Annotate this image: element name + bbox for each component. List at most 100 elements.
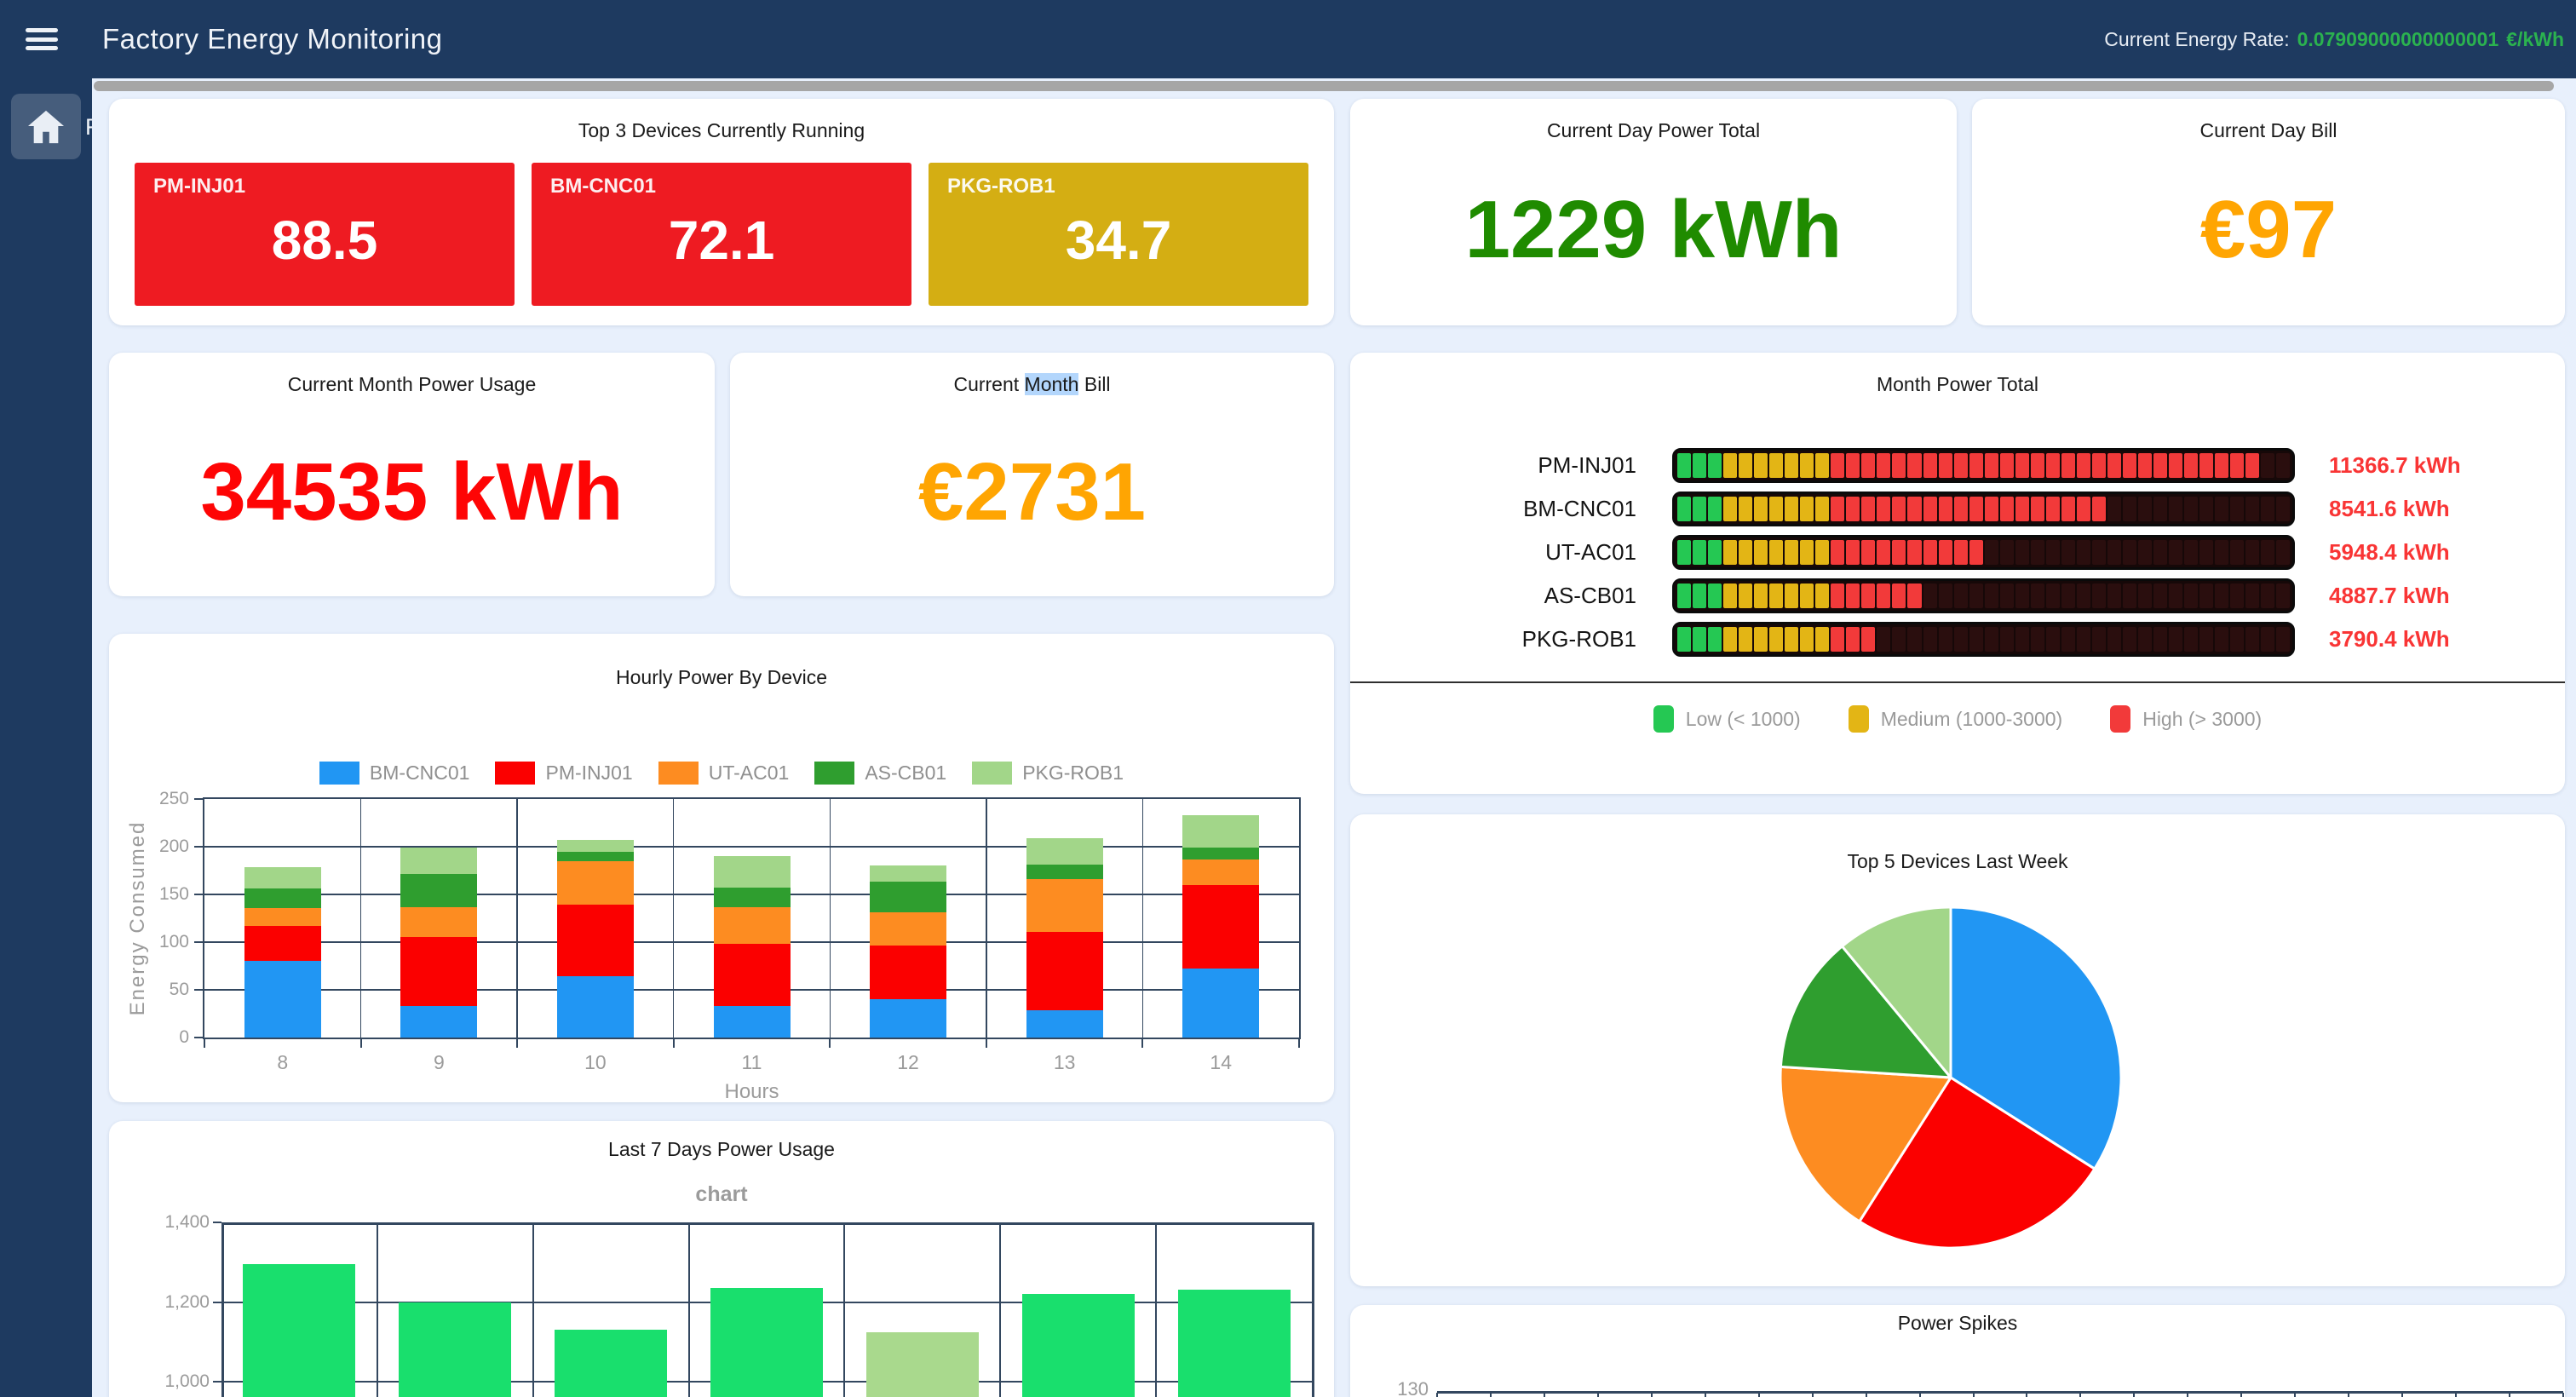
gauge-segment [1985,627,1998,652]
gauge-segment [2123,453,2136,478]
gauge-segment [1785,627,1798,652]
gauge-segment [2276,497,2290,521]
gauge-segment [2015,627,2029,652]
horizontal-scrollbar-thumb[interactable] [94,81,2554,91]
y-axis-tick-label: 200 [109,836,189,857]
gauge-segment [1846,627,1860,652]
gauge-segment [2046,627,2060,652]
gauge-segment [2230,540,2244,565]
gauge-segment [1907,584,1921,608]
gauge-segment [1939,627,1952,652]
top-navbar: Factory Energy Monitoring Current Energy… [0,0,2576,78]
factory-energy-dashboard: Factory Energy Monitoring Current Energy… [0,0,2576,1397]
stacked-bar-segment [557,905,634,976]
sidebar-item-home[interactable] [11,94,81,159]
v-gridline [673,799,675,1038]
legend-item: PM-INJ01 [495,762,632,785]
gauge-segment [1954,540,1968,565]
gauge-segment [2199,453,2213,478]
card-title: Current Month Bill [730,353,1334,396]
card-power-spikes: Power Spikes 130 [1350,1305,2565,1397]
title-text: Bill [1078,373,1110,395]
stacked-bar-segment [870,946,946,999]
gauge-segment [1954,584,1968,608]
gauge-segment [1785,453,1798,478]
gauge-segment [2000,497,2014,521]
gauge-segment [1939,540,1952,565]
legend-label: High (> 3000) [2142,708,2262,731]
chart-top-axis-line [1437,1391,2563,1394]
stacked-bar-segment [400,1006,477,1038]
device-label: PM-INJ01 [1350,452,1672,479]
hamburger-menu-icon[interactable] [26,24,60,55]
v-gridline [843,1222,845,1397]
y-axis-tick [213,1222,221,1223]
app-title: Factory Energy Monitoring [102,23,443,55]
gauge-segment [2276,584,2290,608]
gauge-segment [2184,453,2198,478]
y-axis-tick [194,941,203,943]
gauge-segment [1800,584,1814,608]
gauge-segment [1739,584,1752,608]
gauge-segment [1892,453,1906,478]
gauge-segment [1877,540,1890,565]
gauge-segment [1754,627,1768,652]
stacked-bar-segment [714,907,791,945]
gauge-segment [1693,627,1706,652]
gauge-segment [2031,453,2044,478]
gauge-segment [1923,453,1937,478]
x-axis-tick [673,1039,675,1048]
legend-item: Low (< 1000) [1653,705,1801,733]
gauge-segment [1985,453,1998,478]
month-power-row: UT-AC015948.4 kWh [1350,531,2565,574]
y-axis-tick-label: 100 [109,932,189,952]
month-power-row: BM-CNC018541.6 kWh [1350,487,2565,531]
month-bill-value: €2731 [730,404,1334,581]
gauge-segment [1800,540,1814,565]
stacked-bar-segment [870,882,946,912]
legend-swatch [814,762,854,785]
legend-label: PM-INJ01 [545,762,632,785]
gauge-segment [2245,627,2259,652]
gauge-segment [1677,627,1691,652]
hamburger-bar [26,28,58,32]
stacked-bar-segment [1182,859,1259,885]
gauge-segment [2230,497,2244,521]
device-tile-value: 72.1 [532,163,911,306]
gauge-segment [2092,540,2106,565]
gauge-segment [1723,453,1737,478]
stacked-bar-segment [557,861,634,905]
x-axis-tick [1866,1393,1867,1397]
gauge-segment [1739,627,1752,652]
x-axis-tick [1705,1393,1706,1397]
gauge-segment [2184,627,2198,652]
month-power-row: PKG-ROB13790.4 kWh [1350,618,2565,661]
device-kwh-value: 11366.7 kWh [2329,452,2461,479]
month-usage-value: 34535 kWh [109,404,715,581]
v-gridline [516,799,518,1038]
gauge-segment [2261,497,2274,521]
bar [866,1332,979,1397]
x-axis-tick-label: 10 [561,1051,630,1074]
v-gridline [999,1222,1001,1397]
gauge-segment [2123,540,2136,565]
segmented-gauge [1672,578,2295,613]
gauge-segment [1693,540,1706,565]
gauge-segment [1739,540,1752,565]
gauge-segment [1754,453,1768,478]
gauge-segment [1831,627,1844,652]
gauge-segment [2215,584,2228,608]
gauge-segment [1939,497,1952,521]
stacked-bar-segment [714,888,791,906]
gauge-segment [2107,497,2121,521]
gauge-segment [2107,540,2121,565]
gauge-segment [2123,584,2136,608]
gauge-segment [2077,497,2090,521]
gauge-segment [2077,540,2090,565]
gauge-segment [1800,627,1814,652]
stacked-bar-segment [714,856,791,888]
stacked-bar-segment [1182,815,1259,848]
stacked-bar-segment [714,944,791,1006]
gauge-segment [1877,497,1890,521]
x-axis-tick [2348,1393,2349,1397]
